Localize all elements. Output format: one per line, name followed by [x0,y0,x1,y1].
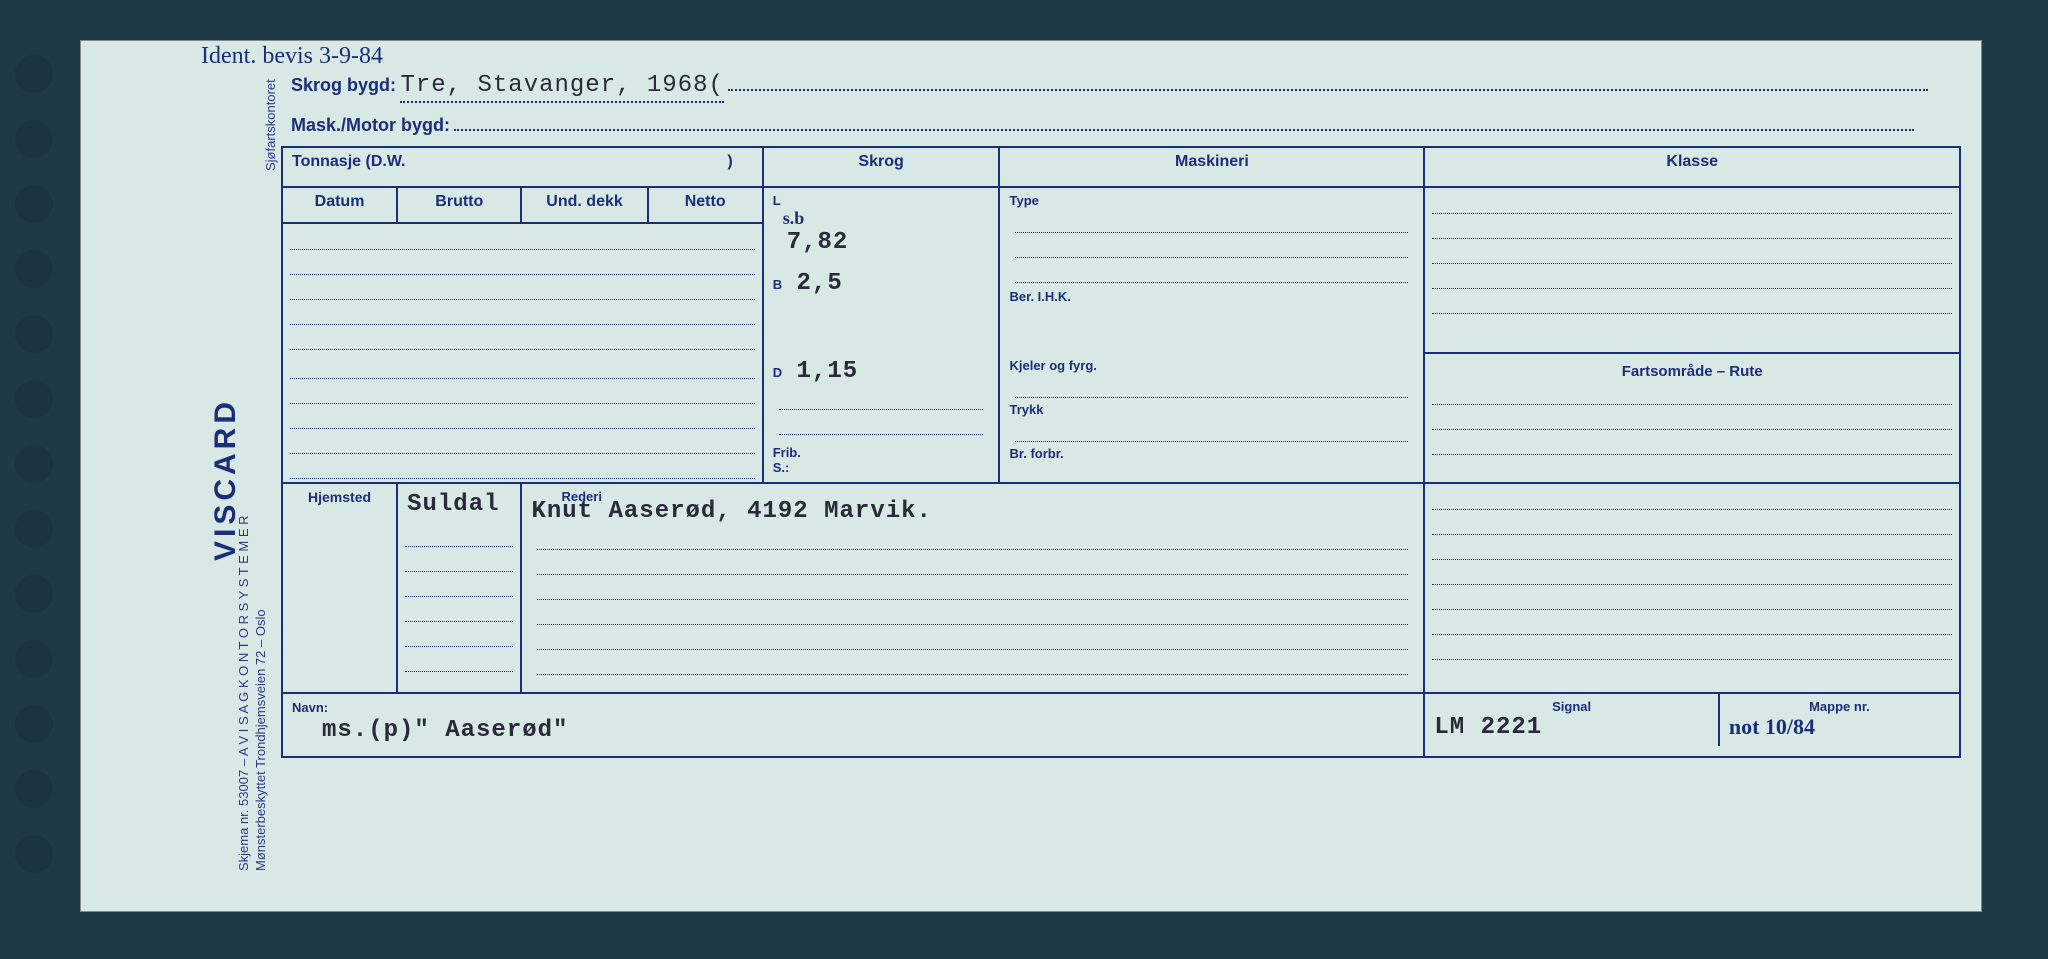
klasse-title: Klasse [1426,149,1958,175]
fartsomrade-label: Fartsområde – Rute [1426,355,1958,380]
col-brutto: Brutto [399,189,519,215]
form-content: Ident. bevis 3-9-84 Skrog bygd: Tre, Sta… [281,51,1961,901]
hjemsted-label: Hjemsted [284,485,395,509]
mask-ber-label: Ber. I.H.K. [1009,289,1414,304]
punch-holes [15,55,55,900]
mask-kjeler-label: Kjeler og fyrg. [1009,358,1414,373]
main-table: Tonnasje (D.W.) Skrog Maskineri Klasse D… [281,146,1961,758]
navn-label: Navn: [292,700,328,715]
skrog-bygd-value: Tre, Stavanger, 1968( [400,72,723,103]
col-netto: Netto [650,189,761,215]
signal-value: LM 2221 [1434,714,1708,741]
signal-label: Signal [1434,699,1708,714]
mask-trykk-label: Trykk [1009,402,1414,417]
index-card: VISCARD Skjema nr. 53007 – A V I S A G K… [80,40,1982,912]
tonnasje-title: Tonnasje (D.W. [292,153,405,170]
handwritten-annotation: Ident. bevis 3-9-84 [201,43,383,70]
hjemsted-value: Suldal [399,485,519,522]
col-datum: Datum [284,189,395,215]
skrog-L-val: 7,82 [787,229,990,256]
mappe-label: Mappe nr. [1729,699,1950,714]
maskineri-title: Maskineri [1001,149,1422,175]
mappe-handwritten: not 10/84 [1729,714,1950,740]
tonnasje-close: ) [727,153,752,171]
skrog-L-annot: s.b [783,208,990,229]
scan-background: VISCARD Skjema nr. 53007 – A V I S A G K… [0,0,2048,959]
rederi-value: Knut Aaserød, 4192 Marvik. [531,498,1414,525]
skrog-S-label: S.: [773,460,990,475]
skrog-B-label: B [773,277,782,292]
navn-value: ms.(p)" Aaserød" [322,717,568,744]
skrog-B-val: 2,5 [797,270,843,297]
side-text-top: Sjøfartskontoret [263,79,278,171]
side-text-1: Skjema nr. 53007 – A V I S A G K O N T O… [236,515,251,871]
skrog-frib-label: Frib. [773,445,990,460]
skrog-D-label: D [773,365,782,380]
motor-bygd-label: Mask./Motor bygd: [291,115,450,135]
skrog-bygd-label: Skrog bygd: [291,75,396,95]
skrog-D-val: 1,15 [797,358,859,385]
skrog-title: Skrog [765,149,998,175]
col-und: Und. dekk [523,189,645,215]
skrog-L-label: L [773,193,990,208]
mask-forbr-label: Br. forbr. [1009,446,1414,461]
side-text-2: Mønsterbeskyttet Trondhjemsveien 72 – Os… [253,609,268,871]
mask-type-label: Type [1009,193,1414,208]
